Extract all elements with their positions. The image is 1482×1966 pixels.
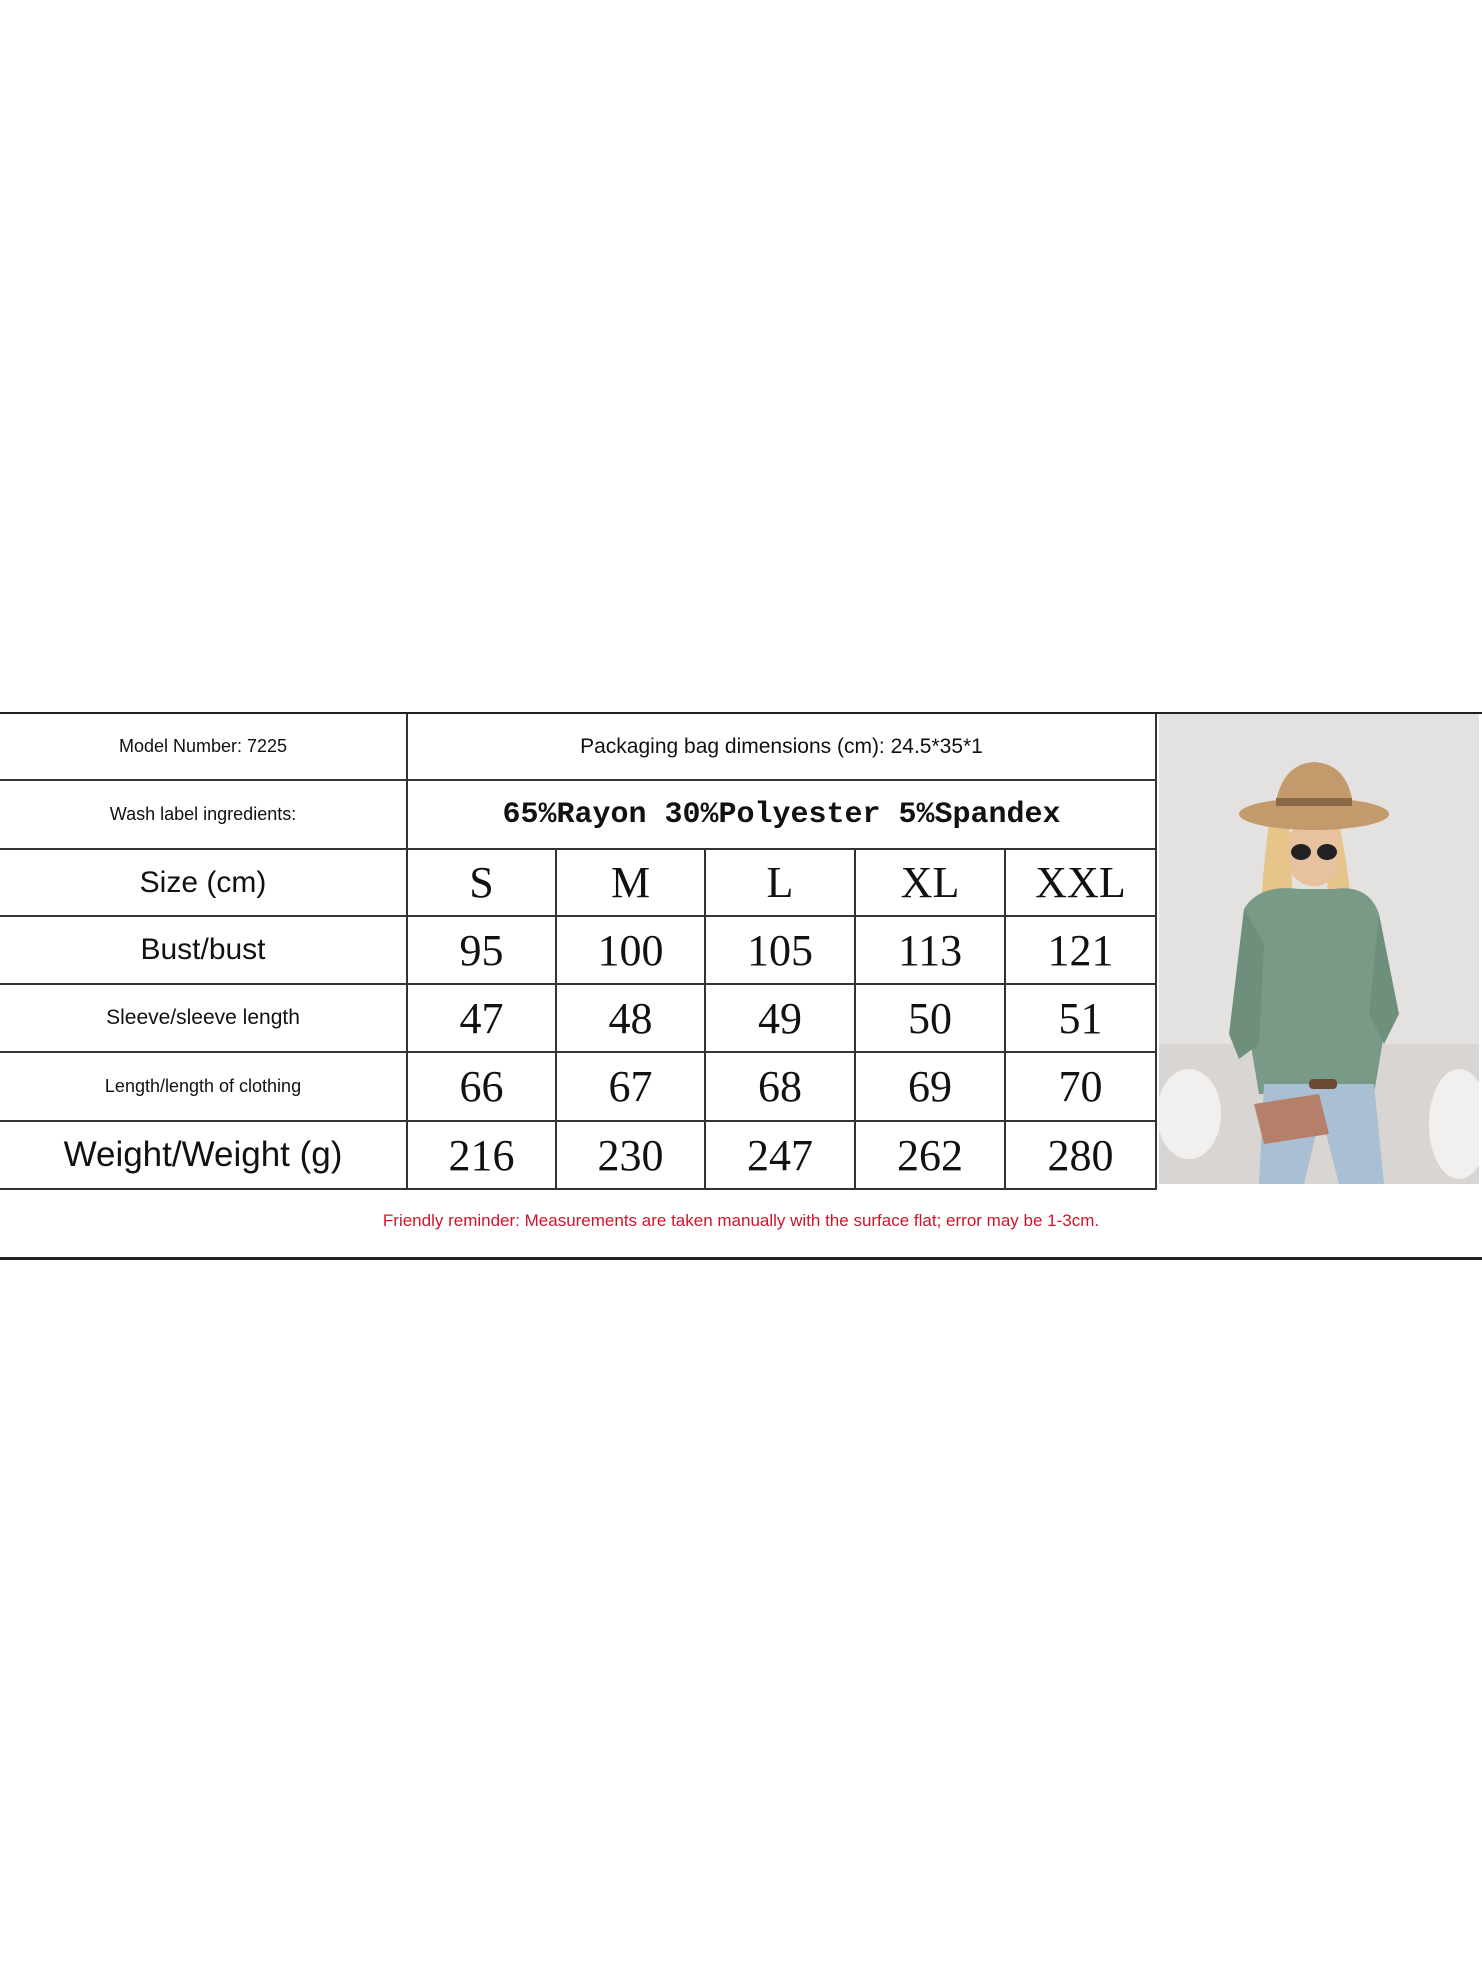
- table-cell: 50: [856, 985, 1006, 1053]
- size-header-xl: XL: [856, 850, 1006, 917]
- size-header-l: L: [706, 850, 856, 917]
- table-cell: 280: [1006, 1122, 1157, 1190]
- table-cell: 121: [1006, 917, 1157, 985]
- row-label: Weight/Weight (g): [0, 1122, 408, 1190]
- product-photo: [1159, 714, 1479, 1184]
- table-cell: 230: [557, 1122, 706, 1190]
- table-cell: 247: [706, 1122, 856, 1190]
- wash-label-heading: Wash label ingredients:: [0, 781, 408, 850]
- row-label: Bust/bust: [0, 917, 408, 985]
- row-label: Length/length of clothing: [0, 1053, 408, 1122]
- table-cell: 69: [856, 1053, 1006, 1122]
- table-cell: 67: [557, 1053, 706, 1122]
- table-cell: 100: [557, 917, 706, 985]
- row-label: Sleeve/sleeve length: [0, 985, 408, 1053]
- table-cell: 95: [408, 917, 557, 985]
- friendly-reminder: Friendly reminder: Measurements are take…: [382, 1211, 1100, 1230]
- table-cell: 49: [706, 985, 856, 1053]
- table-cell: 66: [408, 1053, 557, 1122]
- table-cell: 68: [706, 1053, 856, 1122]
- table-cell: 262: [856, 1122, 1006, 1190]
- size-chart-table: Model Number: 7225 Packaging bag dimensio…: [0, 712, 1482, 1260]
- table-cell: 47: [408, 985, 557, 1053]
- packaging-dimensions: Packaging bag dimensions (cm): 24.5*35*1: [408, 714, 1157, 781]
- table-cell: 216: [408, 1122, 557, 1190]
- size-header-s: S: [408, 850, 557, 917]
- table-cell: 70: [1006, 1053, 1157, 1122]
- table-cell: 113: [856, 917, 1006, 985]
- model-number: Model Number: 7225: [0, 714, 408, 781]
- table-cell: 51: [1006, 985, 1157, 1053]
- size-header-m: M: [557, 850, 706, 917]
- table-cell: 105: [706, 917, 856, 985]
- size-header-xxl: XXL: [1006, 850, 1157, 917]
- table-cell: 48: [557, 985, 706, 1053]
- ingredients: 65%Rayon 30%Polyester 5%Spandex: [408, 781, 1157, 850]
- size-header-label: Size (cm): [0, 850, 408, 917]
